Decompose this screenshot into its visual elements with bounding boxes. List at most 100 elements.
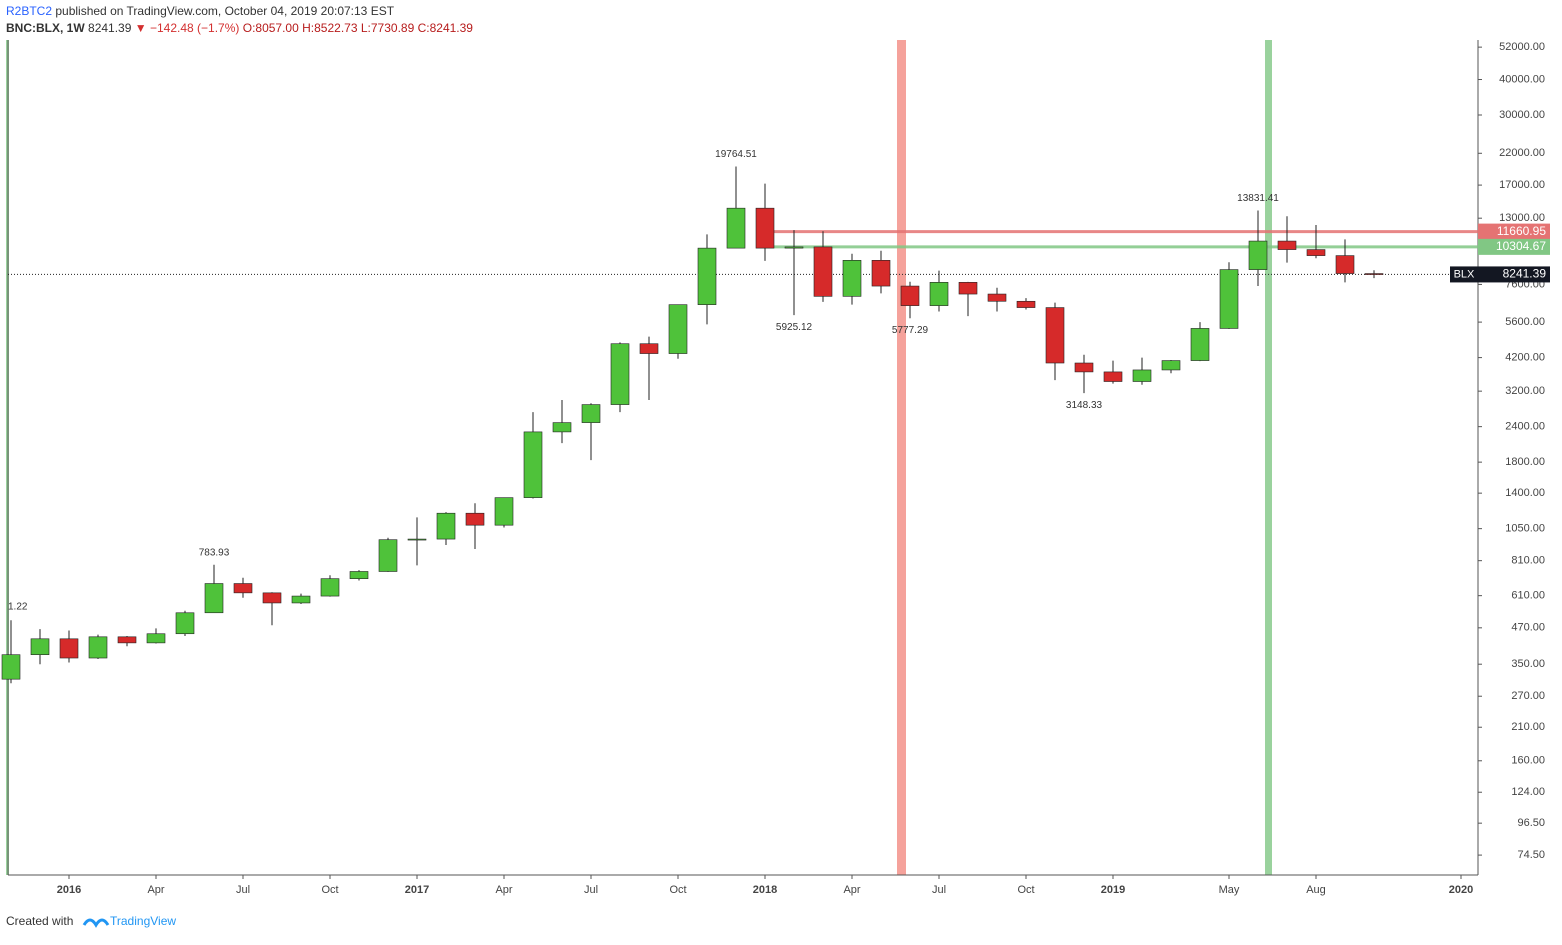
y-tick-label: 1050.00 bbox=[1505, 523, 1545, 535]
x-tick-label: Aug bbox=[1306, 884, 1326, 896]
candle-body bbox=[784, 246, 804, 249]
candle-body bbox=[291, 595, 311, 604]
candle-body bbox=[349, 571, 369, 579]
last-tag-name: BLX bbox=[1454, 268, 1475, 280]
candle-body bbox=[639, 343, 659, 354]
change: −142.48 (−1.7%) bbox=[150, 21, 239, 35]
y-tick-label: 270.00 bbox=[1511, 690, 1545, 702]
candle-body bbox=[697, 247, 717, 305]
brand: TradingView bbox=[110, 914, 176, 928]
x-tick-label: Oct bbox=[321, 884, 338, 896]
ohlc: L:7730.89 bbox=[361, 21, 415, 35]
x-tick-label: Jul bbox=[932, 884, 946, 896]
candle-body bbox=[465, 512, 485, 526]
candle-body bbox=[1132, 369, 1152, 382]
last-tag-bg bbox=[1478, 266, 1550, 283]
candle-body bbox=[1045, 307, 1065, 364]
candle-body bbox=[146, 633, 166, 644]
candle-body bbox=[610, 343, 630, 405]
candle-body bbox=[494, 497, 514, 526]
candle-body bbox=[987, 293, 1007, 302]
candle-body bbox=[117, 636, 137, 644]
candle-body bbox=[1103, 371, 1123, 382]
extreme-label: 5777.29 bbox=[892, 325, 929, 336]
candle-body bbox=[1364, 273, 1384, 275]
ohlc: O:8057.00 bbox=[243, 21, 299, 35]
y-tick-label: 2400.00 bbox=[1505, 421, 1545, 433]
price-tag-label: 10304.67 bbox=[1496, 239, 1546, 253]
candle-body bbox=[581, 404, 601, 423]
candle-body bbox=[262, 592, 282, 604]
candle-body bbox=[958, 282, 978, 295]
candle-body bbox=[1, 654, 21, 680]
ohlc: C:8241.39 bbox=[418, 21, 474, 35]
y-tick-label: 470.00 bbox=[1511, 622, 1545, 634]
candle-body bbox=[436, 512, 456, 540]
candle-body bbox=[59, 638, 79, 659]
candle-body bbox=[1306, 249, 1326, 256]
extreme-label: 3148.33 bbox=[1066, 400, 1103, 411]
y-tick-label: 610.00 bbox=[1511, 590, 1545, 602]
candle-body bbox=[726, 207, 746, 249]
candle-body bbox=[407, 538, 427, 541]
last-tag-value: 8241.39 bbox=[1503, 267, 1547, 281]
last-price: 8241.39 bbox=[88, 21, 132, 35]
y-tick-label: 210.00 bbox=[1511, 721, 1545, 733]
extreme-label: 13831.41 bbox=[1237, 193, 1279, 204]
y-tick-label: 13000.00 bbox=[1499, 212, 1545, 224]
y-tick-label: 4200.00 bbox=[1505, 352, 1545, 364]
y-tick-label: 160.00 bbox=[1511, 755, 1545, 767]
x-tick-label: 2016 bbox=[57, 884, 81, 896]
candle-body bbox=[320, 578, 340, 597]
y-tick-label: 5600.00 bbox=[1505, 316, 1545, 328]
y-tick-label: 52000.00 bbox=[1499, 41, 1545, 53]
candle-body bbox=[842, 260, 862, 297]
brand-logo bbox=[82, 918, 110, 928]
candle-body bbox=[233, 583, 253, 594]
candle-body bbox=[1190, 328, 1210, 361]
x-tick-label: Apr bbox=[843, 884, 860, 896]
y-tick-label: 96.50 bbox=[1517, 817, 1545, 829]
candle-body bbox=[204, 583, 224, 614]
x-tick-label: Jul bbox=[584, 884, 598, 896]
y-tick-label: 1800.00 bbox=[1505, 456, 1545, 468]
footer: Created with bbox=[6, 914, 73, 928]
candle-body bbox=[1161, 360, 1181, 371]
x-tick-label: Jul bbox=[236, 884, 250, 896]
x-tick-label: Oct bbox=[1017, 884, 1034, 896]
header-line: BNC:BLX, 1W 8241.39 ▼ −142.48 (−1.7%) O:… bbox=[6, 21, 473, 35]
x-tick-label: May bbox=[1219, 884, 1240, 896]
extreme-label: 783.93 bbox=[199, 547, 230, 558]
x-tick-label: 2017 bbox=[405, 884, 429, 896]
candle-body bbox=[900, 285, 920, 306]
ohlc: H:8522.73 bbox=[302, 21, 358, 35]
y-tick-label: 3200.00 bbox=[1505, 385, 1545, 397]
candle-body bbox=[30, 638, 50, 656]
price-tag bbox=[1478, 238, 1550, 255]
highlight-band bbox=[1265, 40, 1272, 875]
down-arrow: ▼ bbox=[135, 21, 147, 35]
x-tick-label: Apr bbox=[495, 884, 512, 896]
x-tick-label: Oct bbox=[669, 884, 686, 896]
candle-body bbox=[552, 422, 572, 433]
candle-body bbox=[813, 246, 833, 297]
candle-body bbox=[1219, 269, 1239, 329]
y-tick-label: 124.00 bbox=[1511, 786, 1545, 798]
candle-body bbox=[1016, 300, 1036, 308]
candle-body bbox=[523, 431, 543, 498]
candle-body bbox=[755, 207, 775, 249]
price-tag bbox=[1478, 223, 1550, 240]
candle-body bbox=[1074, 362, 1094, 373]
candle-body bbox=[1248, 240, 1268, 270]
x-tick-label: 2018 bbox=[753, 884, 777, 896]
candle-body bbox=[668, 304, 688, 354]
y-tick-label: 1400.00 bbox=[1505, 487, 1545, 499]
x-tick-label: Apr bbox=[147, 884, 164, 896]
extreme-label: 19764.51 bbox=[715, 149, 757, 160]
x-tick-label: 2020 bbox=[1449, 884, 1473, 896]
candle-body bbox=[1277, 240, 1297, 250]
extreme-label: 5925.12 bbox=[776, 322, 813, 333]
x-tick-label: 2019 bbox=[1101, 884, 1125, 896]
